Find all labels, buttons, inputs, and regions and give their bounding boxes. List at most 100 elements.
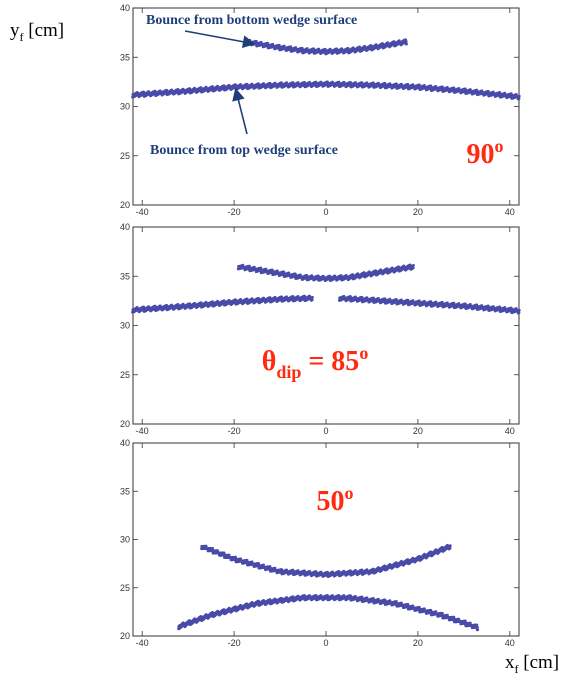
panel-label-sub: dip [276, 362, 301, 382]
data-point [448, 544, 452, 548]
panel-label-main: θ [262, 346, 277, 377]
data-point [423, 607, 426, 611]
x-tick-label: 0 [323, 207, 328, 217]
data-point [457, 302, 461, 305]
y-tick-label: 25 [120, 583, 130, 593]
panel-label: θdip = 85o [262, 343, 369, 382]
y-tick-label: 35 [120, 486, 130, 496]
data-point [253, 265, 256, 269]
data-point [446, 301, 449, 305]
data-point [234, 555, 238, 559]
data-point [204, 544, 208, 548]
data-point [377, 597, 380, 601]
data-point [463, 619, 467, 623]
panel-label-main: 50 [317, 486, 345, 517]
x-tick-label: -40 [136, 426, 149, 436]
x-tick-label: 20 [413, 207, 423, 217]
data-point [405, 42, 408, 46]
series-1 [131, 80, 521, 101]
panel-85: -40 -20 0 20 40 20 25 30 35 40 θdip = 85o [120, 222, 521, 436]
y-tick-label: 40 [120, 3, 130, 13]
annotation-top-bounce: Bounce from top wedge surface [150, 143, 338, 158]
data-point [404, 40, 408, 43]
x-tick-label: 0 [323, 638, 328, 648]
data-point [468, 88, 472, 91]
data-point [468, 621, 472, 625]
data-point [282, 44, 286, 48]
data-point [411, 266, 415, 270]
data-point [222, 551, 226, 555]
data-point [211, 546, 215, 550]
data-point [448, 546, 452, 550]
panel-label-eq: = 85 [301, 346, 359, 377]
data-point [446, 613, 449, 617]
data-point [423, 84, 426, 87]
x-tick-label: 40 [505, 207, 515, 217]
data-point [365, 596, 369, 600]
x-tick-label: 40 [505, 426, 515, 436]
data-point [434, 85, 438, 88]
arrow-bottom-bounce [184, 30, 256, 49]
data-point [298, 273, 302, 277]
x-tick-label: -20 [228, 207, 241, 217]
data-point [275, 269, 279, 273]
plot-frame [132, 442, 520, 637]
y-tick-label: 20 [120, 419, 130, 429]
data-point [216, 549, 220, 552]
data-point [514, 307, 518, 310]
data-point [517, 97, 521, 101]
data-point [517, 308, 521, 312]
data-point [457, 86, 461, 90]
data-point [365, 296, 369, 300]
x-tick-label: 40 [505, 638, 515, 648]
y-axis-label: yf [cm] [10, 20, 65, 44]
data-point [517, 94, 521, 98]
data-point [418, 605, 421, 609]
panel-label: 90o [467, 136, 504, 170]
x-tick-label: -40 [136, 207, 149, 217]
data-point [503, 91, 507, 95]
panel-50: -40 -20 0 20 40 20 25 30 35 40 50o [120, 438, 520, 648]
data-point [468, 303, 472, 306]
data-point [310, 298, 314, 302]
data-point [377, 296, 380, 300]
y-tick-label: 40 [120, 222, 130, 232]
data-point [423, 299, 426, 303]
data-point [266, 41, 270, 45]
data-point [476, 628, 480, 632]
x-axis-label: xf [cm] [505, 652, 560, 676]
annotation-bottom-bounce: Bounce from bottom wedge surface [146, 13, 357, 28]
data-point [475, 623, 479, 627]
plot-frame [132, 226, 520, 425]
y-tick-label: 35 [120, 52, 130, 62]
data-point [411, 604, 415, 608]
data-point [434, 610, 438, 614]
data-point [241, 263, 245, 267]
data-point [395, 600, 398, 603]
x-tick-label: -40 [136, 638, 149, 648]
y-tick-label: 30 [120, 102, 130, 112]
data-point [411, 299, 415, 302]
panel-label-main: 90 [467, 139, 495, 170]
series-0 [236, 263, 415, 283]
panel-90: -40 -20 0 20 40 20 25 30 35 40 90o Bounce from bott… [120, 3, 521, 217]
data-point [273, 566, 277, 570]
y-tick-label: 25 [120, 151, 130, 161]
x-tick-label: 20 [413, 426, 423, 436]
data-point [400, 601, 403, 605]
data-point [311, 296, 314, 299]
data-point [400, 298, 403, 302]
series-1 [177, 594, 480, 632]
data-point [239, 557, 243, 561]
y-tick-label: 30 [120, 535, 130, 545]
x-tick-label: -20 [228, 426, 241, 436]
data-point [440, 611, 444, 615]
data-point [271, 42, 275, 46]
panel-label: 50o [317, 483, 354, 517]
data-point [227, 553, 231, 557]
data-point [354, 295, 357, 299]
y-tick-label: 20 [120, 200, 130, 210]
panel-label-sup: o [495, 136, 504, 156]
data-point [245, 558, 249, 562]
